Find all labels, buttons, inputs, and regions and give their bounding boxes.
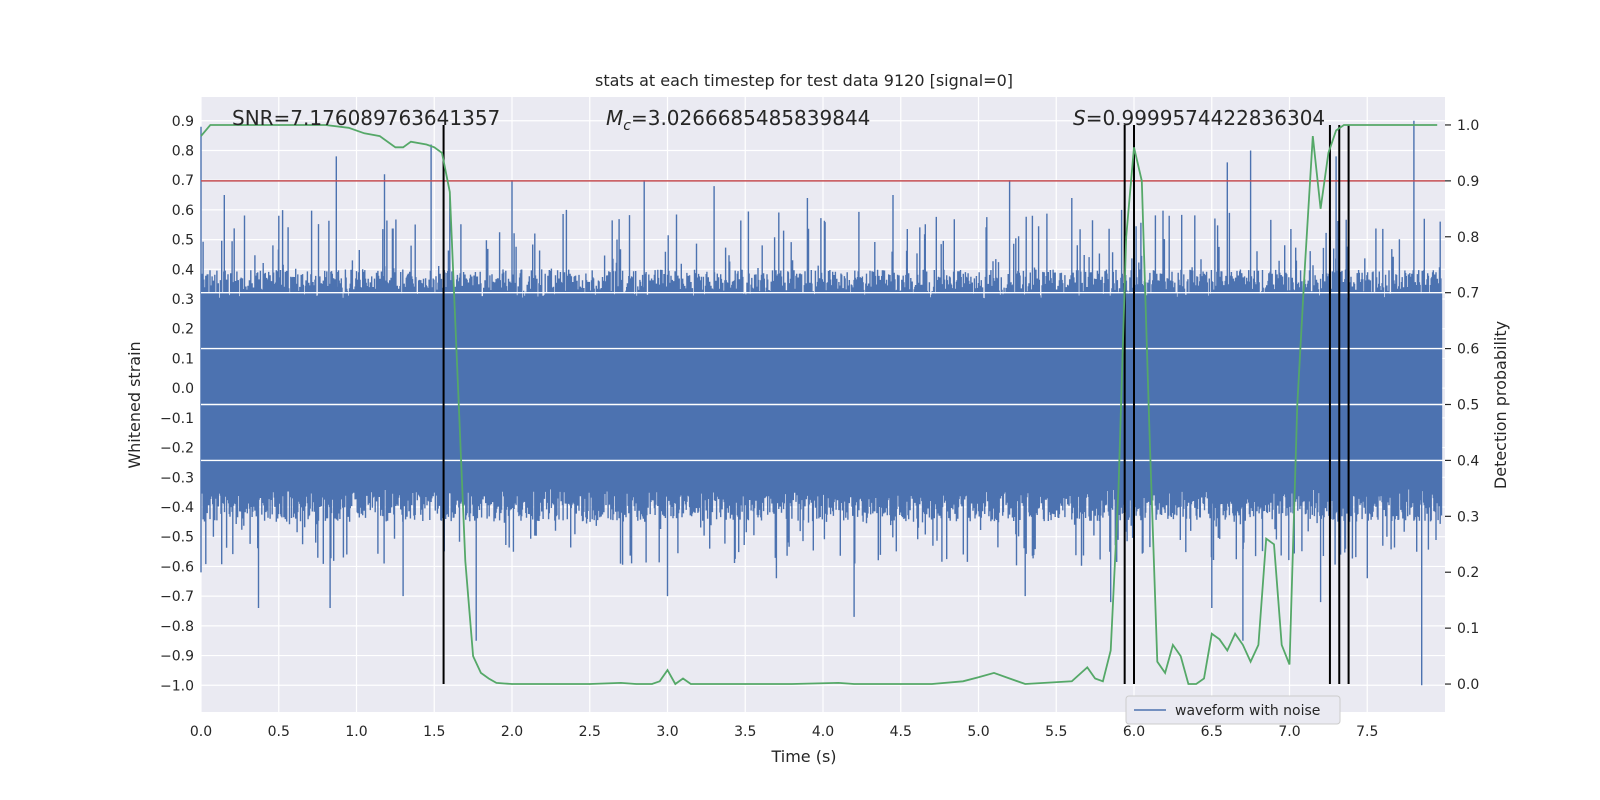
y-right-tick-label: 0.3 <box>1457 509 1479 525</box>
y-right-tick-label: 0.4 <box>1457 453 1479 469</box>
x-tick-label: 1.0 <box>345 724 367 740</box>
y-left-tick-label: −0.2 <box>160 441 194 457</box>
y-left-axis-label: Whitened strain <box>125 341 144 468</box>
x-tick-label: 2.5 <box>579 724 601 740</box>
y-left-tick-label: 0.6 <box>172 203 194 219</box>
y-left-tick-label: 0.4 <box>172 262 194 278</box>
y-right-tick-label: 0.8 <box>1457 230 1479 246</box>
detection-lines <box>442 124 1350 685</box>
mc-symbol: M <box>606 106 623 130</box>
x-tick-label: 3.5 <box>734 724 756 740</box>
y-right-tick-label: 0.5 <box>1457 398 1479 414</box>
snr-annotation: SNR=7.176089763641357 <box>232 106 500 130</box>
x-tick-label: 4.0 <box>812 724 834 740</box>
y-left-tick-label: −0.3 <box>160 470 194 486</box>
y-right-tick-label: 0.7 <box>1457 286 1479 302</box>
x-tick-label: 7.5 <box>1356 724 1378 740</box>
y-left-tick-label: −0.5 <box>160 530 194 546</box>
chart-title: stats at each timestep for test data 912… <box>595 71 1013 90</box>
y-left-tick-label: −0.4 <box>160 500 194 516</box>
x-tick-label: 7.0 <box>1278 724 1300 740</box>
y-right-tick-label: 0.6 <box>1457 342 1479 358</box>
y-left-tick-label: −1.0 <box>160 678 194 694</box>
x-tick-label: 1.5 <box>423 724 445 740</box>
waveform-line <box>200 120 1443 686</box>
y-left-tick-label: −0.8 <box>160 619 194 635</box>
x-tick-label: 4.5 <box>890 724 912 740</box>
legend: waveform with noise <box>1125 695 1341 725</box>
y-right-tick-label: 0.2 <box>1457 565 1479 581</box>
x-tick-label: 5.0 <box>967 724 989 740</box>
y-left-tick-label: 0.1 <box>172 351 194 367</box>
y-left-tick-label: 0.7 <box>172 173 194 189</box>
y-left-tick-label: 0.2 <box>172 322 194 338</box>
y-left-tick-label: −0.1 <box>160 411 194 427</box>
y-right-tick-label: 0.0 <box>1457 677 1479 693</box>
score-annotation: S=0.9999574422836304 <box>1073 106 1325 130</box>
x-tick-label: 6.0 <box>1123 724 1145 740</box>
x-axis-label: Time (s) <box>770 747 836 766</box>
waveform-series <box>200 120 1445 686</box>
mc-value: =3.0266685485839844 <box>631 106 870 130</box>
x-tick-label: 2.0 <box>501 724 523 740</box>
y-right-tick-label: 1.0 <box>1457 118 1479 134</box>
y-left-tick-label: 0.8 <box>172 143 194 159</box>
y-right-tick-label: 0.9 <box>1457 174 1479 190</box>
y-left-tick-label: 0.5 <box>172 233 194 249</box>
x-tick-label: 0.5 <box>268 724 290 740</box>
y-left-axis-ticks: 0.9 0.8 0.7 0.6 0.5 0.4 0.3 0.2 0.1 0.0 −0.1 −0.2 −0… <box>160 114 194 694</box>
x-tick-label: 3.0 <box>656 724 678 740</box>
x-tick-label: 6.5 <box>1201 724 1223 740</box>
mc-subscript: c <box>623 118 631 134</box>
y-left-tick-label: −0.6 <box>160 559 194 575</box>
probability-line <box>200 124 1438 686</box>
x-tick-label: 0.0 <box>190 724 212 740</box>
s-value: =0.9999574422836304 <box>1086 106 1325 130</box>
chirp-mass-annotation: Mc=3.0266685485839844 <box>606 106 870 134</box>
y-right-tick-label: 0.1 <box>1457 621 1479 637</box>
x-axis-ticks: 0.0 0.5 1.0 1.5 2.0 2.5 3.0 3.5 4.0 4.5 5.0 5.5 6.0 6… <box>190 724 1379 740</box>
y-left-tick-label: 0.0 <box>172 381 194 397</box>
legend-label: waveform with noise <box>1175 703 1320 719</box>
y-right-axis-label: Detection probability <box>1491 321 1510 489</box>
y-left-tick-label: −0.7 <box>160 589 194 605</box>
x-tick-label: 5.5 <box>1045 724 1067 740</box>
y-left-tick-label: 0.9 <box>172 114 194 130</box>
y-left-tick-label: 0.3 <box>172 292 194 308</box>
legend-box <box>1125 695 1341 725</box>
s-symbol: S <box>1073 106 1086 130</box>
y-left-tick-label: −0.9 <box>160 649 194 665</box>
y-right-axis-ticks: 1.0 0.9 0.8 0.7 0.6 0.5 0.4 0.3 0.2 0.1 0.0 <box>1445 118 1479 693</box>
probability-series <box>200 124 1438 686</box>
